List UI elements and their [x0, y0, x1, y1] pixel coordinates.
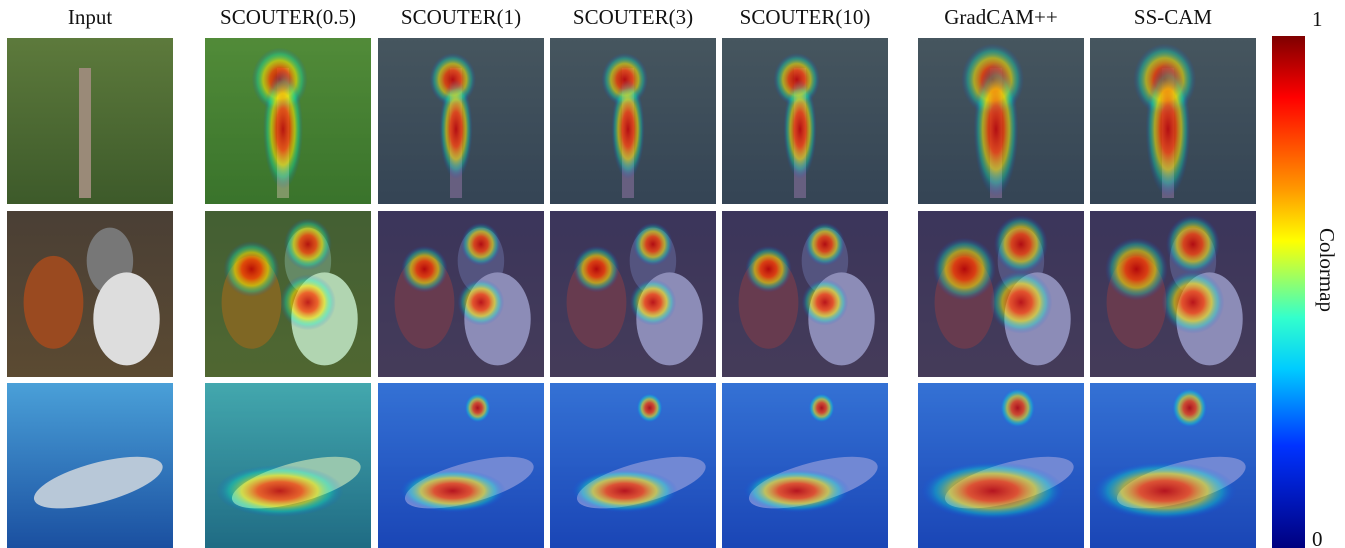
column-title: Input — [68, 5, 112, 29]
overlay — [550, 383, 716, 548]
colorbar-title: Colormap — [1315, 228, 1339, 312]
heat-blob — [464, 393, 491, 423]
heat-blob — [401, 246, 447, 292]
heat-blob — [974, 62, 1019, 196]
heat-blob — [933, 238, 996, 301]
heat-blob — [280, 274, 336, 330]
ostrich-neck — [79, 68, 91, 198]
column-title: SS-CAM — [1134, 5, 1213, 29]
heat-blob — [1166, 215, 1220, 273]
heat-blob — [572, 469, 678, 512]
column-title: SCOUTER(10) — [740, 5, 871, 29]
column-title: GradCAM++ — [944, 5, 1058, 29]
heat-blob — [461, 223, 501, 266]
heat-blob — [263, 70, 303, 190]
heat-blob — [400, 469, 506, 512]
heat-blob — [636, 393, 663, 423]
heat-blob — [1093, 462, 1236, 520]
heat-blob — [216, 465, 343, 517]
heat-blob — [224, 241, 280, 297]
heat-blob — [990, 271, 1053, 334]
colorbar — [1272, 36, 1305, 548]
heat-blob — [439, 80, 472, 180]
heat-blob — [458, 279, 504, 325]
heat-blob — [994, 215, 1048, 273]
heat-blob — [745, 246, 791, 292]
heat-blob — [1000, 388, 1036, 428]
heat-blob — [284, 218, 332, 270]
column-title: SCOUTER(0.5) — [220, 5, 356, 29]
heat-blob — [744, 469, 850, 512]
chicken — [24, 256, 84, 349]
figure: 1 0 Colormap Input SCOUTER(0.5) SCOUTER(1)… — [0, 0, 1345, 548]
heat-blob — [1146, 62, 1191, 196]
heat-blob — [1162, 271, 1225, 334]
column-title: SCOUTER(3) — [573, 5, 693, 29]
heat-blob — [802, 279, 848, 325]
heat-blob — [783, 80, 816, 180]
heat-blob — [805, 223, 845, 266]
heat-blob — [1172, 388, 1208, 428]
heat-blob — [921, 462, 1064, 520]
heat-blob — [633, 223, 673, 266]
heat-blob — [611, 80, 644, 180]
heat-blob — [573, 246, 619, 292]
colorbar-min-label: 0 — [1312, 527, 1323, 548]
overlay — [722, 383, 888, 548]
chicken — [93, 272, 159, 365]
overlay — [378, 383, 544, 548]
heat-blob — [808, 393, 835, 423]
colorbar-max-label: 1 — [1312, 7, 1323, 31]
heat-blob — [630, 279, 676, 325]
column-title: SCOUTER(1) — [401, 5, 521, 29]
heat-blob — [1105, 238, 1168, 301]
